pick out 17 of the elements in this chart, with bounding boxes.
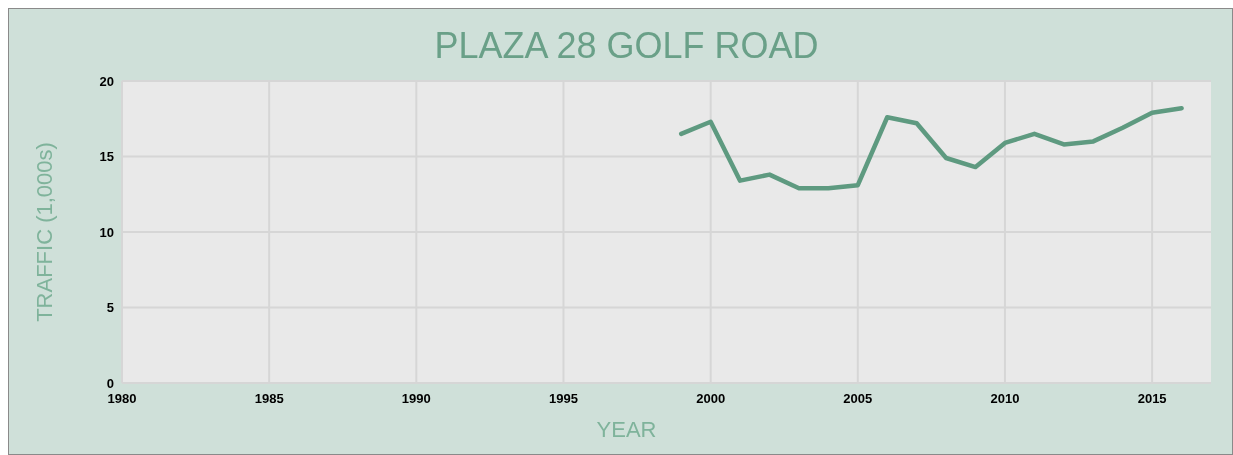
line-series: [678, 105, 1184, 191]
x-axis-title: YEAR: [596, 417, 657, 442]
x-tick-label: 1985: [254, 391, 284, 406]
y-tick-label: 0: [106, 375, 114, 391]
x-tick-label: 2015: [1137, 391, 1167, 406]
y-tick-label: 15: [99, 149, 114, 165]
y-tick-label: 10: [99, 224, 114, 240]
y-axis-title: TRAFFIC (1,000s): [32, 142, 57, 322]
x-tick-label: 1990: [401, 391, 431, 406]
y-tick-label: 20: [99, 73, 114, 89]
x-tick-label: 2000: [696, 391, 726, 406]
x-tick-label: 2005: [843, 391, 873, 406]
y-tick-label: 5: [106, 300, 114, 316]
x-tick-label: 1995: [549, 391, 578, 406]
x-tick-label: 1980: [107, 391, 137, 406]
chart-title: PLAZA 28 GOLF ROAD: [434, 25, 819, 66]
x-tick-label: 2010: [990, 391, 1020, 406]
